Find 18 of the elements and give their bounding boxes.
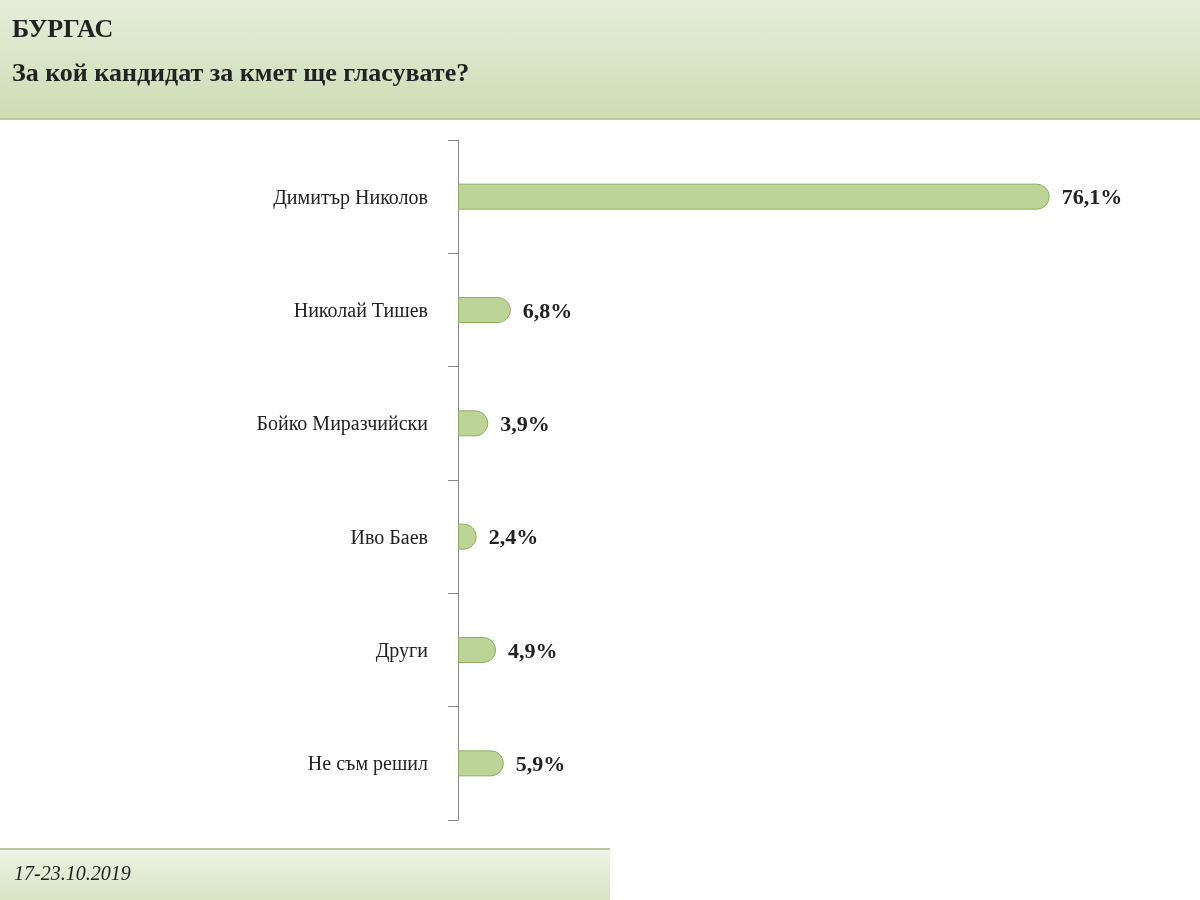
text: За кой кандидат за кмет ще гласувате? bbox=[12, 58, 470, 88]
text: 17-23.10.2019 bbox=[14, 862, 131, 885]
y-tick-label: Не съм решил bbox=[307, 752, 429, 776]
y-tick-label: Николай Тишев bbox=[293, 299, 428, 321]
data-label: 76,1% bbox=[1061, 184, 1123, 210]
bar bbox=[458, 183, 1050, 210]
bar bbox=[458, 750, 504, 777]
bar bbox=[458, 297, 511, 323]
text: БУРГАС bbox=[12, 14, 114, 44]
y-tick-label: Бойко Миразчийски bbox=[256, 412, 429, 436]
data-label: 5,9% bbox=[515, 750, 566, 776]
data-label: 3,9% bbox=[500, 410, 550, 436]
y-tick-label: Димитър Николов bbox=[273, 185, 428, 209]
y-tick-label: Иво Баев bbox=[350, 525, 428, 548]
data-label: 6,8% bbox=[522, 297, 573, 323]
data-label: 4,9% bbox=[508, 637, 558, 663]
y-tick-label: Други bbox=[375, 639, 429, 662]
data-label: 2,4% bbox=[488, 524, 539, 550]
